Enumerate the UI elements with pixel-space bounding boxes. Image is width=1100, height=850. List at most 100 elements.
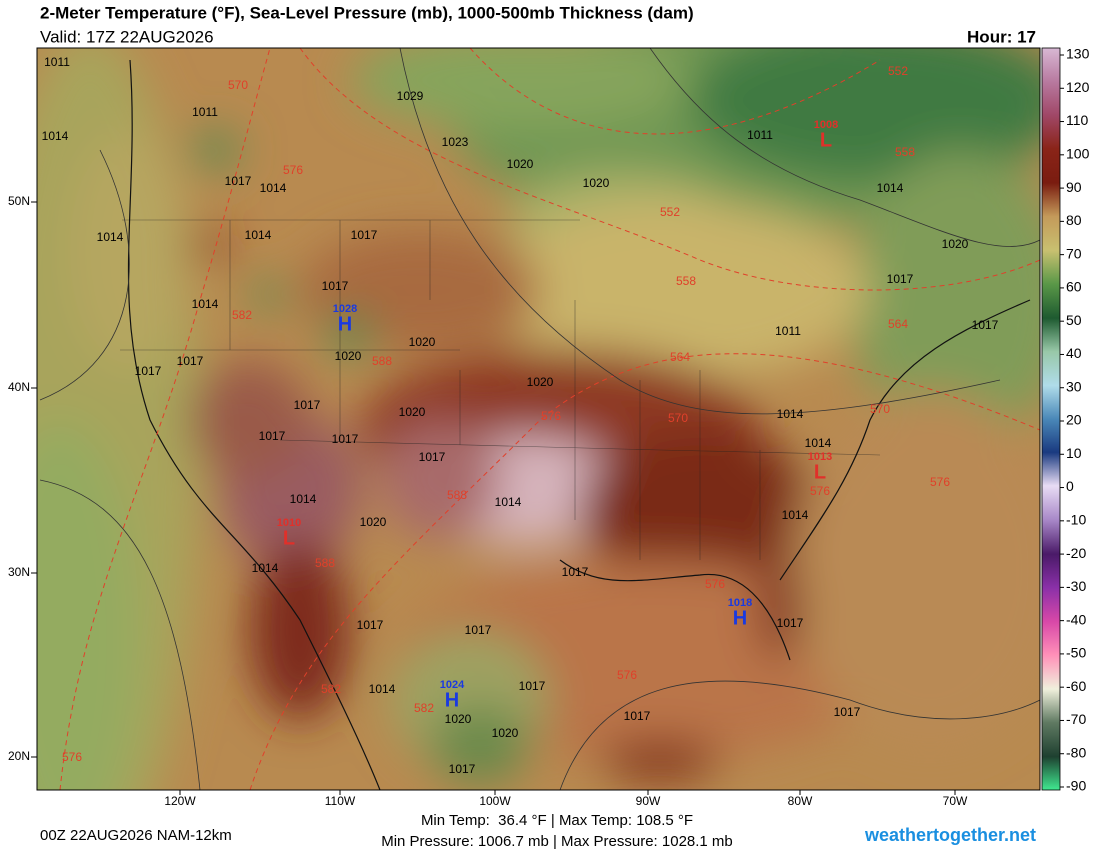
lon-label: 90W [636,794,661,808]
coastlines [127,59,1031,790]
colorbar-tick-label: 10 [1066,445,1082,461]
colorbar-tick-label: -50 [1066,645,1086,661]
pressure-center-value: 1013 [808,451,832,463]
isobar-label: 1029 [397,89,424,103]
isobar-label: 1017 [351,228,378,242]
temp-region [190,130,240,170]
isobar-label: 1017 [834,705,861,719]
lon-label: 80W [788,794,813,808]
isobar-label: 1011 [44,55,70,69]
temp-region [37,420,140,790]
pressure-center-symbol: L [820,129,832,151]
colorbar-tick-label: 90 [1066,179,1082,195]
isobar-label: 1017 [972,318,999,332]
isobar-label: 1017 [465,623,492,637]
forecast-hour: Hour: 17 [967,27,1036,46]
isobar-label: 1020 [335,349,362,363]
temp-region [70,130,190,370]
colorbar-tick-label: 0 [1066,478,1074,494]
isobar-label: 1017 [177,354,204,368]
thickness-label: 588 [372,354,392,368]
valid-time: Valid: 17Z 22AUG2026 [40,27,214,46]
thickness-label: 564 [670,350,690,364]
lon-label: 110W [325,794,356,808]
colorbar-tick-label: -60 [1066,678,1086,694]
isobar-label: 1014 [782,508,809,522]
isobar-label: 1014 [290,492,317,506]
thickness-label: 576 [810,484,830,498]
thickness-label: 570 [870,402,890,416]
temp-region [380,420,500,540]
pressure-range: Min Pressure: 1006.7 mb | Max Pressure: … [381,833,733,850]
isobar-label: 1020 [399,405,426,419]
thickness-label: 576 [705,577,725,591]
colorbar-tick-label: -10 [1066,512,1086,528]
temp-region [790,390,1040,750]
thickness-label: 570 [228,78,248,92]
temp-region [430,705,530,785]
isobar-label: 1023 [442,135,469,149]
isobar-label: 1017 [887,272,914,286]
site-link[interactable]: weathertogether.net [864,825,1036,845]
pressure-center-value: 1008 [814,119,838,131]
pressure-center-symbol: L [814,461,826,483]
colorbar-tick-label: 110 [1066,112,1089,128]
lon-label: 70W [943,794,968,808]
isobar-label: 1017 [562,565,589,579]
colorbar-tick-label: -40 [1066,611,1086,627]
colorbar-tick-label: -90 [1066,778,1086,794]
pressure-center-symbol: H [445,689,459,711]
isobar-label: 1014 [192,297,219,311]
isobar-label: 1017 [332,432,359,446]
isobar-label: 1017 [357,618,384,632]
model-run: 00Z 22AUG2026 NAM-12km [40,827,232,844]
thickness-label: 576 [617,668,637,682]
thickness-label: 552 [888,64,908,78]
colorbar-tick-label: 40 [1066,345,1082,361]
temp-range: Min Temp: 36.4 °F | Max Temp: 108.5 °F [421,812,693,829]
isobar-label: 1017 [519,679,546,693]
thickness-label: 576 [283,163,303,177]
isobar-label: 1020 [942,237,969,251]
pressure-center-value: 1028 [333,303,357,315]
temp-region [850,150,1040,450]
colorbar-tick-label: 80 [1066,212,1082,228]
lat-label: 30N [8,565,30,579]
isobar-label: 1017 [135,364,162,378]
isobar-label: 1014 [369,682,396,696]
temp-region [250,280,290,310]
temp-region [490,200,870,380]
isobar-label: 1017 [225,174,252,188]
colorbar-tick-label: -80 [1066,744,1086,760]
temp-region [760,560,800,660]
colorbar-tick-label: 60 [1066,279,1082,295]
isobar-label: 1020 [492,726,519,740]
title: 2-Meter Temperature (°F), Sea-Level Pres… [40,3,694,22]
pressure-center-symbol: H [733,607,747,629]
isobar-label: 1014 [805,436,832,450]
isobar-label: 1020 [527,375,554,389]
isobar-label: 1017 [419,450,446,464]
temp-region [190,360,310,480]
isobar-label: 1017 [449,762,476,776]
pressure-center-value: 1010 [277,517,301,529]
lat-label: 50N [8,194,30,208]
colorbar-tick-label: 50 [1066,312,1082,328]
thickness-label: 576 [62,750,82,764]
isobar-label: 1020 [445,712,472,726]
isobar-label: 1020 [583,176,610,190]
colorbar-tick-label: -20 [1066,545,1086,561]
pressure-center-value: 1024 [440,679,465,691]
pressure-center-value: 1018 [728,597,752,609]
lon-label: 100W [479,794,511,808]
thickness-contours [59,48,1040,790]
thickness-label: 588 [447,488,467,502]
colorbar-tick-label: 30 [1066,378,1082,394]
colorbar-tick-label: 100 [1066,146,1090,162]
isobar-label: 1017 [294,398,321,412]
isobar-label: 1011 [192,105,218,119]
isobar-label: 1017 [259,429,286,443]
state-borders [120,219,881,560]
map-frame [36,47,1041,791]
